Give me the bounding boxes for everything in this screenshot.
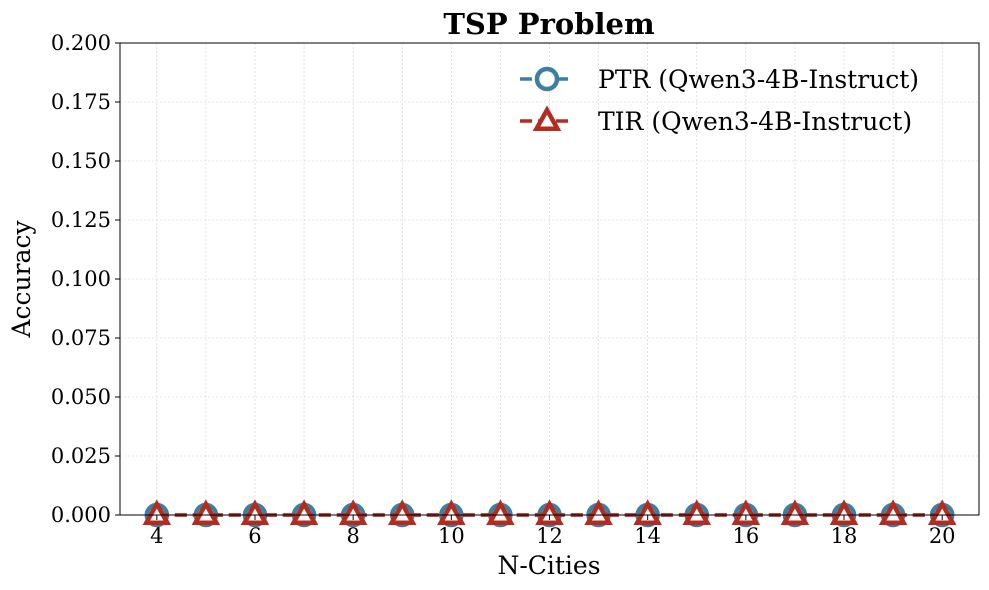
data-point-triangle [584,499,613,525]
grid-lines [120,42,979,516]
data-point-triangle [780,499,810,525]
data-point-triangle [731,499,761,525]
x-tick-label: 10 [438,524,465,548]
x-tick-label: 18 [831,524,858,548]
data-point-triangle [191,499,221,525]
data-point-triangle [142,499,172,525]
y-axis-ticks: 0.000 0.025 0.050 0.075 0.100 0.125 0.150 0.175… [51,31,120,527]
legend-label: TIR (Qwen3-4B-Instruct) [598,107,912,136]
y-tick-label: 0.075 [51,326,111,350]
data-point-triangle [338,499,368,525]
y-tick-label: 0.200 [51,31,111,55]
y-tick-label: 0.000 [51,503,111,527]
x-axis-ticks: 4 6 8 10 12 14 16 18 20 [150,515,956,548]
data-point-triangle [387,499,417,525]
x-tick-label: 6 [248,524,261,548]
data-point-triangle [682,499,712,525]
x-tick-label: 4 [150,524,163,548]
x-tick-label: 12 [536,524,563,548]
data-point-triangle [289,499,319,525]
data-point-triangle [878,499,908,525]
x-axis-label: N-Cities [497,551,600,580]
legend-marker-circle [534,66,560,92]
x-tick-label: 16 [732,524,759,548]
x-tick-label: 20 [929,524,956,548]
legend-marker-triangle [532,105,562,131]
legend-entry: PTR (Qwen3-4B-Instruct) [520,65,919,94]
y-axis-label: Accuracy [7,220,36,339]
y-tick-label: 0.175 [51,90,111,114]
y-tick-label: 0.150 [51,149,111,173]
data-point-triangle [486,499,515,525]
y-tick-label: 0.100 [51,267,111,291]
data-point-triangle [437,499,466,525]
data-point-triangle [240,499,270,525]
y-tick-label: 0.125 [51,208,111,232]
y-tick-label: 0.025 [51,444,111,468]
y-tick-label: 0.050 [51,385,111,409]
x-tick-label: 8 [346,524,359,548]
data-point-triangle [829,499,859,525]
legend-entry: TIR (Qwen3-4B-Instruct) [520,105,912,136]
data-point-triangle [633,499,662,525]
x-tick-label: 14 [634,524,661,548]
legend: PTR (Qwen3-4B-Instruct) TIR (Qwen3-4B-Ins… [520,65,919,136]
data-point-triangle [535,499,564,525]
chart-title: TSP Problem [443,7,655,41]
legend-label: PTR (Qwen3-4B-Instruct) [598,65,919,94]
data-point-triangle [927,499,957,525]
